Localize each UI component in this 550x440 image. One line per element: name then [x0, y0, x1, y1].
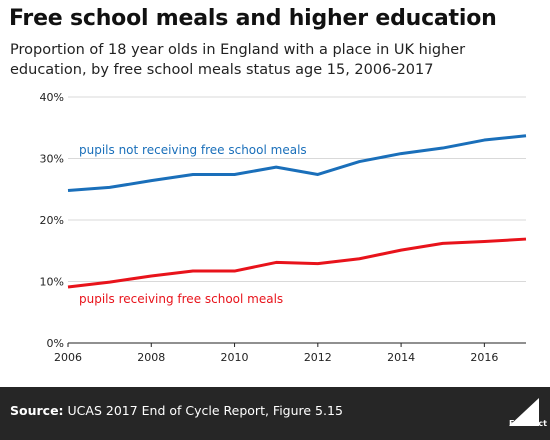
- gridlines: [68, 96, 526, 344]
- line-chart: 0% 10% 20% 30% 40% 2006 2008 2010 2012 2014 2016 p…: [40, 91, 527, 364]
- chart-subtitle: Proportion of 18 year olds in England wi…: [10, 42, 466, 78]
- logo-text: Full Fact: [509, 419, 547, 428]
- footer-bar: Source: UCAS 2017 End of Cycle Report, F…: [0, 387, 550, 440]
- x-tick-label: 2006: [54, 351, 82, 364]
- source-label: Source:: [10, 403, 64, 418]
- x-tick-label: 2012: [304, 351, 332, 364]
- x-tick-label: 2014: [387, 351, 415, 364]
- series-line-0: [67, 134, 527, 192]
- y-tick-label: 20%: [40, 214, 64, 227]
- chart-title: Free school meals and higher education: [9, 6, 497, 31]
- y-tick-label: 0%: [47, 337, 64, 350]
- y-tick-label: 30%: [40, 153, 64, 166]
- series-label-0: pupils not receiving free school meals: [79, 143, 307, 157]
- source-text: UCAS 2017 End of Cycle Report, Figure 5.…: [67, 403, 343, 418]
- x-tick-label: 2008: [137, 351, 165, 364]
- series-labels: pupils not receiving free school meals pu…: [79, 143, 307, 306]
- axes: 0% 10% 20% 30% 40% 2006 2008 2010 2012 2014 2016: [40, 91, 499, 364]
- x-tick-label: 2010: [221, 351, 249, 364]
- source-note: Source: UCAS 2017 End of Cycle Report, F…: [10, 403, 343, 418]
- x-tick-label: 2016: [470, 351, 498, 364]
- series-lines: [67, 134, 527, 289]
- full-fact-logo-icon: [509, 398, 539, 426]
- y-tick-label: 40%: [40, 91, 64, 104]
- y-tick-label: 10%: [40, 276, 64, 289]
- series-line-1: [67, 237, 527, 289]
- series-label-1: pupils receiving free school meals: [79, 292, 283, 306]
